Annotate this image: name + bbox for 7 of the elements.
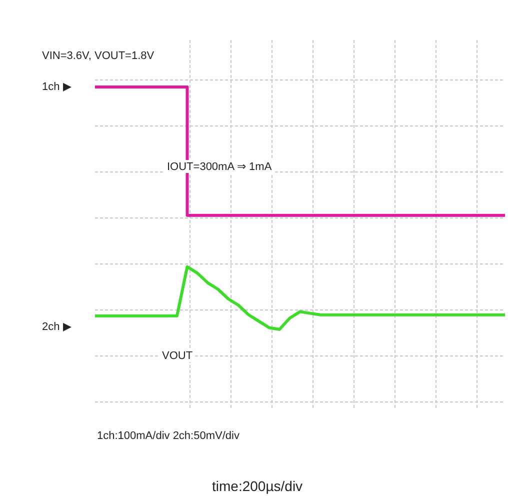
annotation: IOUT=300mA ⇒ 1mA — [165, 160, 274, 173]
text: 1ch:100mA/div 2ch:50mV/div — [96, 430, 240, 442]
text: time:200µs/div — [211, 478, 304, 494]
text: 2ch ▶ — [41, 320, 72, 333]
annotation: VOUT — [160, 350, 195, 362]
text: 1ch ▶ — [41, 80, 72, 93]
text: VIN=3.6V, VOUT=1.8V — [40, 50, 156, 62]
